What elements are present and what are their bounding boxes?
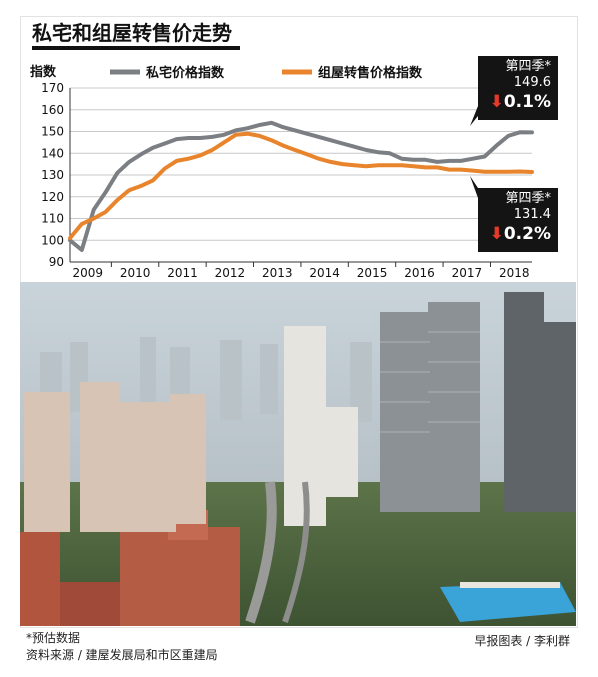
private-callout-value: 149.6 [513, 75, 551, 90]
callout-pointer-hdb [470, 176, 478, 198]
y-tick-label: 90 [49, 255, 64, 269]
hdb-callout-change-row: ⬇0.2% [486, 223, 551, 245]
down-arrow-icon: ⬇ [489, 92, 504, 112]
x-tick-label: 2010 [120, 266, 151, 280]
private-callout-change: 0.1% [503, 92, 551, 112]
legend: 私宅价格指数 组屋转售价格指数 [110, 65, 478, 198]
y-axis-label: 指数 [30, 64, 57, 80]
estimate-note: *预估数据 [26, 631, 81, 645]
hdb-callout-value: 131.4 [513, 207, 551, 222]
chart-title: 私宅和组屋转售价走势 [32, 20, 240, 50]
y-tick-label: 170 [41, 81, 64, 95]
x-tick-label: 2017 [452, 266, 483, 280]
y-tick-label: 130 [41, 168, 64, 182]
footnote: *预估数据 资料来源 / 建屋发展局和市区重建局 [26, 630, 218, 664]
x-tick-label: 2014 [309, 266, 340, 280]
callout-pointer-private [470, 106, 478, 126]
series-line-hdb [68, 131, 534, 241]
skyline-photo [20, 282, 576, 626]
private-callout-change-row: ⬇0.1% [486, 91, 551, 113]
y-tick-label: 110 [41, 212, 64, 226]
x-tick-label: 2015 [357, 266, 388, 280]
legend-label-private: 私宅价格指数 [146, 65, 225, 81]
series-line-private [68, 120, 534, 252]
x-tick-label: 2012 [215, 266, 246, 280]
source-note: 资料来源 / 建屋发展局和市区重建局 [26, 648, 218, 662]
y-axis-ticks: 90 100 110 120 130 140 150 160 170 [41, 81, 64, 269]
y-tick-label: 160 [41, 103, 64, 117]
hdb-callout-quarter: 第四季* [505, 191, 551, 206]
legend-label-hdb: 组屋转售价格指数 [318, 65, 423, 81]
x-tick-label: 2018 [499, 266, 530, 280]
y-tick-label: 150 [41, 125, 64, 139]
hdb-callout-change: 0.2% [503, 224, 551, 244]
x-tick-label: 2011 [167, 266, 198, 280]
x-tick-label: 2013 [262, 266, 293, 280]
y-tick-label: 140 [41, 146, 64, 160]
hdb-index-callout: 第四季* 131.4 ⬇0.2% [478, 188, 558, 252]
y-tick-label: 100 [41, 233, 64, 247]
down-arrow-icon: ⬇ [489, 224, 504, 244]
private-index-callout: 第四季* 149.6 ⬇0.1% [478, 56, 558, 120]
y-tick-label: 120 [41, 190, 64, 204]
x-axis-ticks: 2009 2010 2011 2012 2013 2014 2015 2016 2017 2018 [72, 262, 530, 280]
gridlines [69, 87, 532, 263]
private-callout-quarter: 第四季* [505, 59, 551, 74]
x-tick-label: 2016 [404, 266, 435, 280]
series-lines [68, 120, 534, 252]
credit: 早报图表 / 李利群 [474, 634, 570, 648]
x-tick-label: 2009 [72, 266, 103, 280]
